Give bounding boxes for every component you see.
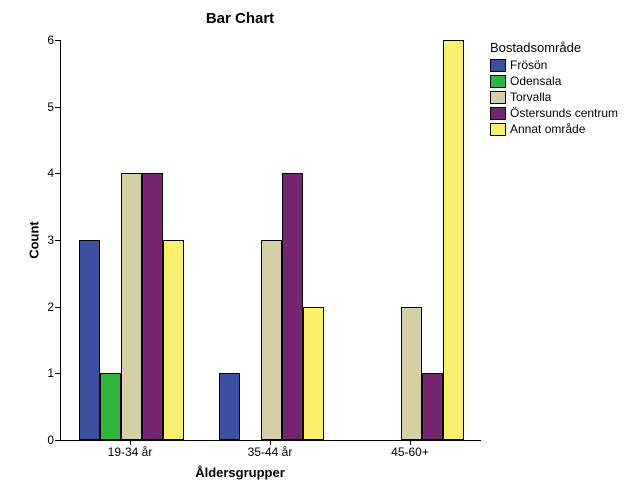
bar bbox=[261, 240, 282, 440]
legend-item: Torvalla bbox=[490, 90, 618, 104]
y-tick-label: 2 bbox=[4, 300, 54, 314]
legend: Bostadsområde Frösön Odensala Torvalla Öste… bbox=[490, 40, 618, 138]
legend-label: Östersunds centrum bbox=[510, 106, 618, 120]
y-tick-label: 4 bbox=[4, 166, 54, 180]
bar bbox=[282, 173, 303, 440]
bar bbox=[219, 373, 240, 440]
legend-swatch bbox=[490, 59, 506, 72]
chart-title: Bar Chart bbox=[0, 10, 480, 27]
x-category-label: 35-44 år bbox=[230, 445, 310, 459]
y-tick-mark bbox=[55, 173, 60, 174]
y-tick-mark bbox=[55, 373, 60, 374]
legend-label: Odensala bbox=[510, 74, 561, 88]
legend-title: Bostadsområde bbox=[490, 40, 618, 55]
legend-swatch bbox=[490, 123, 506, 136]
legend-swatch bbox=[490, 91, 506, 104]
y-tick-label: 3 bbox=[4, 233, 54, 247]
legend-label: Torvalla bbox=[510, 90, 551, 104]
bar bbox=[121, 173, 142, 440]
bar bbox=[422, 373, 443, 440]
legend-item: Frösön bbox=[490, 58, 618, 72]
y-tick-mark bbox=[55, 307, 60, 308]
bar bbox=[443, 40, 464, 440]
legend-swatch bbox=[490, 107, 506, 120]
bar bbox=[142, 173, 163, 440]
bar bbox=[303, 307, 324, 440]
bar bbox=[100, 373, 121, 440]
legend-label: Annat område bbox=[510, 122, 585, 136]
y-tick-label: 6 bbox=[4, 33, 54, 47]
y-tick-mark bbox=[55, 40, 60, 41]
legend-label: Frösön bbox=[510, 58, 547, 72]
y-tick-mark bbox=[55, 107, 60, 108]
legend-swatch bbox=[490, 75, 506, 88]
x-category-label: 45-60+ bbox=[370, 445, 450, 459]
legend-item: Annat område bbox=[490, 122, 618, 136]
bar bbox=[163, 240, 184, 440]
x-axis-label: Åldersgrupper bbox=[0, 465, 480, 480]
legend-item: Östersunds centrum bbox=[490, 106, 618, 120]
y-tick-mark bbox=[55, 440, 60, 441]
legend-item: Odensala bbox=[490, 74, 618, 88]
y-tick-label: 0 bbox=[4, 433, 54, 447]
y-tick-label: 1 bbox=[4, 366, 54, 380]
bar bbox=[79, 240, 100, 440]
plot-area bbox=[60, 40, 481, 441]
x-category-label: 19-34 år bbox=[90, 445, 170, 459]
y-tick-mark bbox=[55, 240, 60, 241]
y-tick-label: 5 bbox=[4, 100, 54, 114]
chart-container: Bar Chart Count Åldersgrupper Bostadsomr… bbox=[0, 0, 626, 501]
bar bbox=[401, 307, 422, 440]
